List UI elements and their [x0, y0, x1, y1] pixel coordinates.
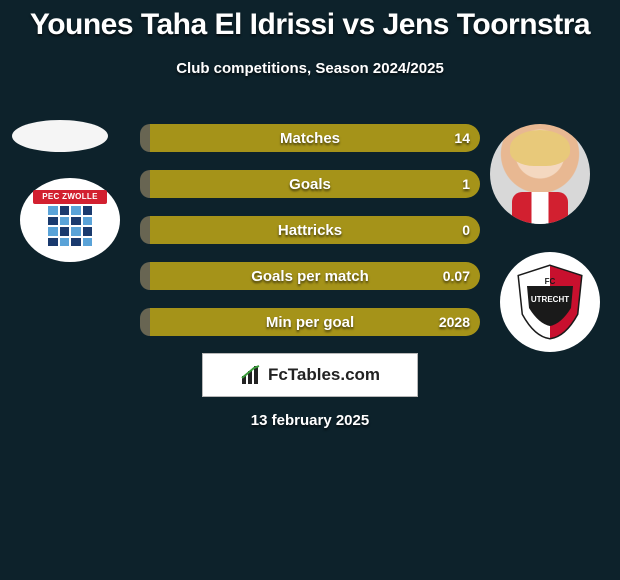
stat-bar: Matches 14 — [140, 124, 480, 152]
stat-value-right: 1 — [462, 176, 470, 192]
stat-bar-left-fill — [140, 216, 150, 244]
club-right-shield-icon: FC UTRECHT — [515, 264, 585, 340]
stat-bar-left-fill — [140, 262, 150, 290]
stat-value-right: 14 — [454, 130, 470, 146]
stat-bar-left-fill — [140, 308, 150, 336]
page-title: Younes Taha El Idrissi vs Jens Toornstra — [0, 0, 620, 42]
club-left-name: PEC ZWOLLE — [33, 190, 107, 204]
stat-label: Goals — [289, 176, 331, 193]
brand-box: FcTables.com — [202, 353, 418, 397]
stat-label: Matches — [280, 130, 340, 147]
date-text: 13 february 2025 — [0, 412, 620, 429]
stat-bar: Min per goal 2028 — [140, 308, 480, 336]
stat-label: Hattricks — [278, 222, 342, 239]
stat-bar: Goals 1 — [140, 170, 480, 198]
stat-bar: Hattricks 0 — [140, 216, 480, 244]
svg-text:UTRECHT: UTRECHT — [531, 295, 569, 304]
brand-text: FcTables.com — [268, 365, 380, 385]
player-left-avatar — [12, 120, 108, 152]
stat-label: Min per goal — [266, 314, 354, 331]
stat-value-right: 2028 — [439, 314, 470, 330]
club-left-pattern — [48, 206, 92, 246]
player-right-avatar — [490, 124, 590, 224]
club-left-badge: PEC ZWOLLE — [20, 178, 120, 262]
stats-container: Matches 14 Goals 1 Hattricks 0 Goals per match… — [140, 124, 480, 354]
stat-label: Goals per match — [251, 268, 369, 285]
page-subtitle: Club competitions, Season 2024/2025 — [0, 60, 620, 77]
stat-bar: Goals per match 0.07 — [140, 262, 480, 290]
svg-text:FC: FC — [545, 277, 556, 286]
stat-bar-left-fill — [140, 170, 150, 198]
stat-value-right: 0.07 — [443, 268, 470, 284]
brand-chart-icon — [240, 364, 262, 386]
stat-value-right: 0 — [462, 222, 470, 238]
stat-bar-left-fill — [140, 124, 150, 152]
club-right-badge: FC UTRECHT — [500, 252, 600, 352]
